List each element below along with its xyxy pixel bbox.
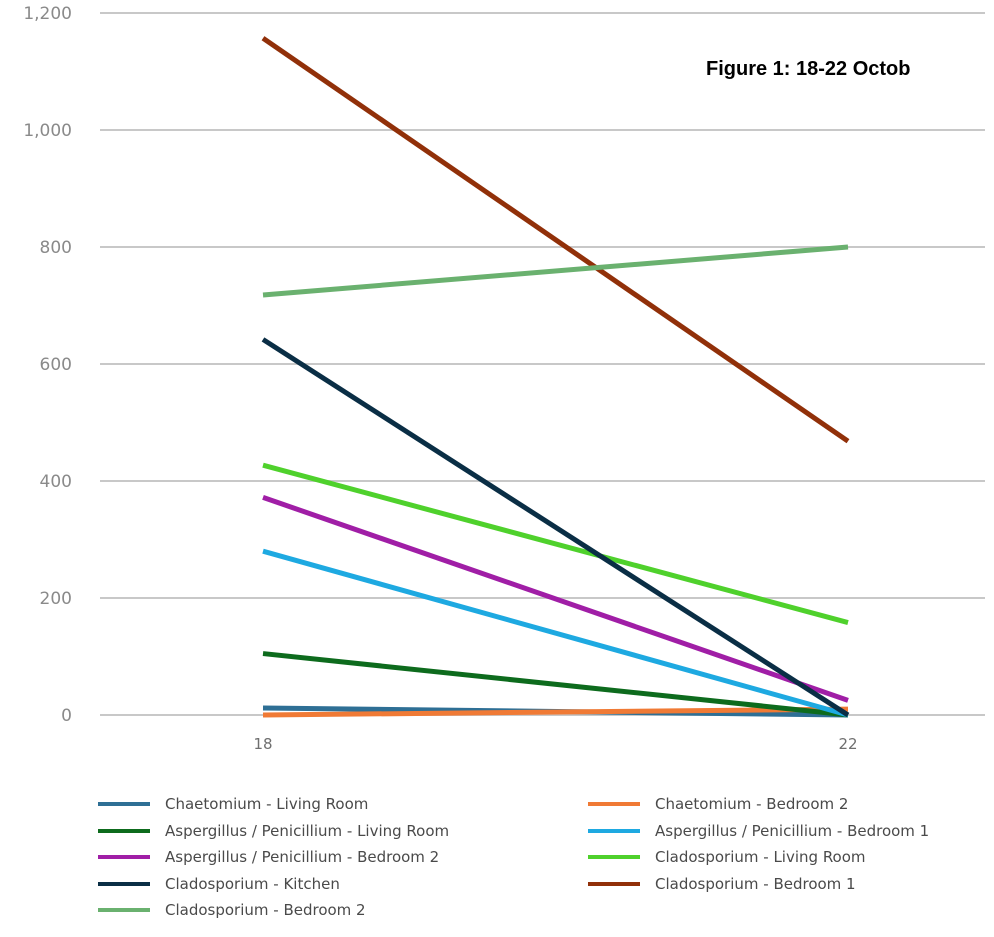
series-line-4 (262, 548, 849, 718)
legend-swatch (98, 802, 150, 806)
legend-label: Cladosporium - Kitchen (165, 874, 340, 893)
series-line-6 (262, 462, 849, 625)
y-tick-label: 0 (61, 706, 72, 726)
legend-item: Cladosporium - Kitchen (98, 873, 340, 895)
series-line-3 (262, 651, 849, 718)
legend-item: Aspergillus / Penicillium - Bedroom 1 (588, 820, 929, 842)
legend-label: Chaetomium - Bedroom 2 (655, 795, 849, 813)
chart-title: Figure 1: 18-22 Octob (706, 58, 911, 80)
legend-swatch (98, 881, 150, 886)
legend-label: Chaetomium - Living Room (165, 795, 369, 813)
series-line-9 (262, 244, 849, 298)
y-tick-label: 200 (40, 589, 72, 609)
legend-item: Cladosporium - Living Room (588, 846, 866, 868)
series-line-5 (262, 495, 849, 703)
x-tick-label: 18 (253, 735, 272, 753)
y-tick-label: 1,000 (23, 121, 72, 141)
y-tick-label: 800 (40, 238, 72, 258)
series-line-8 (261, 36, 850, 444)
legend-swatch (98, 855, 150, 859)
y-axis-ticks: 0 200 400 600 800 1,000 1,200 (23, 4, 72, 726)
legend-swatch (588, 855, 640, 859)
x-tick-label: 22 (838, 735, 857, 753)
legend-swatch (588, 828, 640, 833)
legend-item: Cladosporium - Bedroom 1 (588, 873, 856, 895)
legend-swatch (588, 881, 640, 886)
legend-label: Aspergillus / Penicillium - Living Room (165, 821, 450, 840)
legend-label: Cladosporium - Bedroom 1 (655, 874, 856, 893)
legend-label: Aspergillus / Penicillium - Bedroom 1 (655, 821, 930, 840)
y-tick-label: 1,200 (23, 4, 72, 24)
y-tick-label: 600 (40, 355, 72, 375)
y-tick-label: 400 (40, 472, 72, 492)
x-axis-ticks: 18 22 (253, 735, 857, 753)
series-lines (261, 36, 850, 718)
series-line-7 (261, 337, 850, 718)
legend-label: Cladosporium - Living Room (655, 848, 866, 866)
legend-item: Chaetomium - Living Room (98, 793, 368, 815)
legend-swatch (98, 908, 150, 912)
legend-swatch (588, 802, 640, 806)
legend-item: Cladosporium - Bedroom 2 (98, 899, 366, 921)
legend-item: Aspergillus / Penicillium - Living Room (98, 820, 449, 842)
legend-item: Aspergillus / Penicillium - Bedroom 2 (98, 846, 439, 868)
legend-item: Chaetomium - Bedroom 2 (588, 793, 848, 815)
series-line-2 (262, 706, 849, 718)
legend-label: Cladosporium - Bedroom 2 (165, 901, 366, 919)
gridlines (100, 12, 985, 716)
legend-label: Aspergillus / Penicillium - Bedroom 2 (165, 848, 440, 866)
legend-swatch (98, 828, 150, 833)
